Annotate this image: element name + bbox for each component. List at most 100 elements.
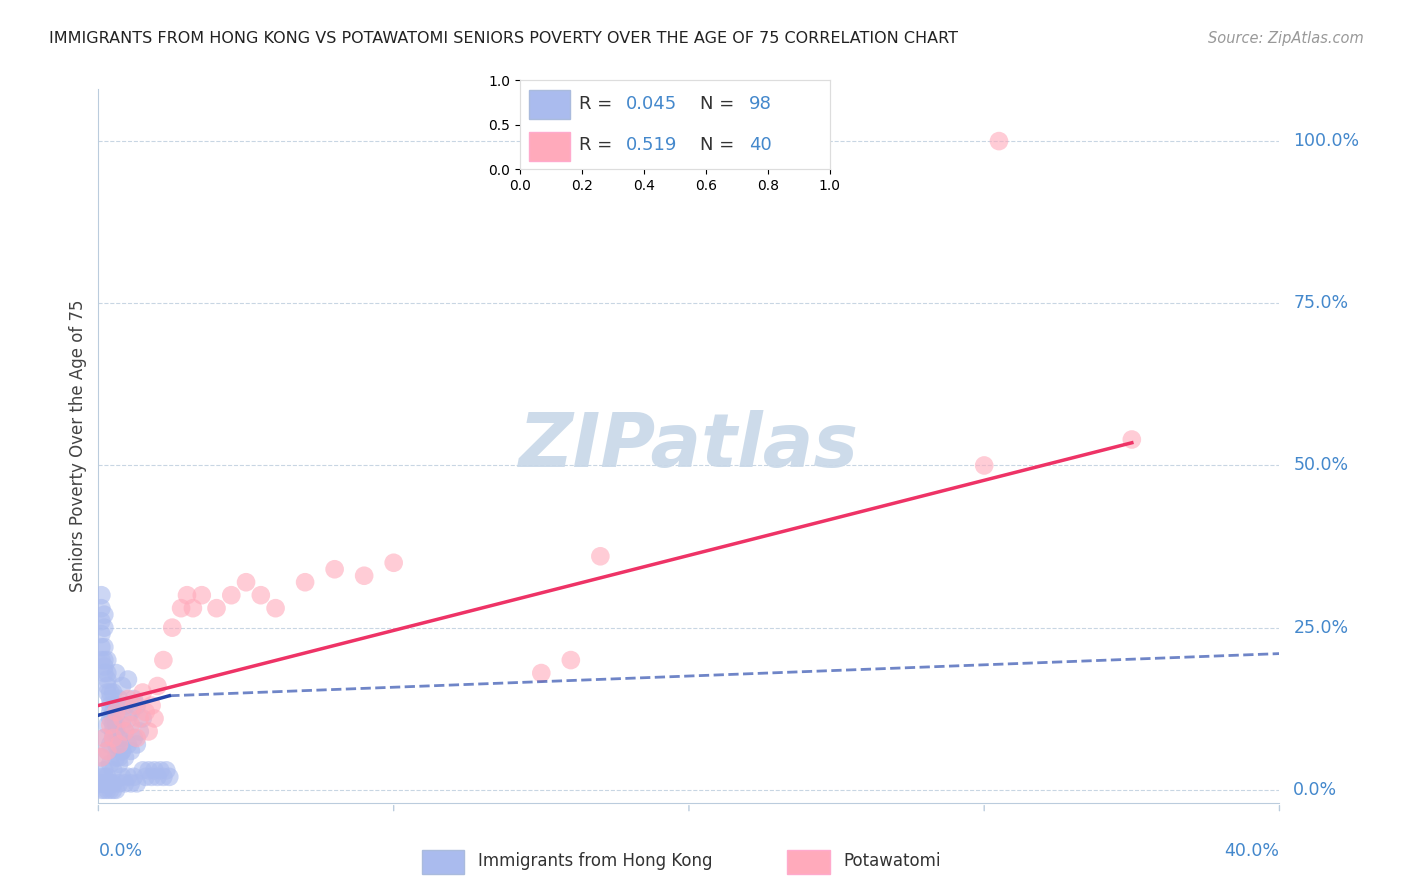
- Point: [162, 621, 183, 635]
- Point: [146, 770, 169, 784]
- Point: [170, 601, 193, 615]
- Point: [96, 679, 118, 693]
- Point: [132, 764, 155, 778]
- Point: [93, 782, 115, 797]
- Point: [98, 776, 121, 790]
- Point: [98, 685, 121, 699]
- Point: [93, 770, 115, 784]
- Point: [93, 607, 115, 622]
- Point: [93, 666, 115, 681]
- Point: [90, 750, 112, 764]
- Point: [114, 724, 136, 739]
- Point: [90, 782, 112, 797]
- Point: [125, 738, 148, 752]
- Text: Immigrants from Hong Kong: Immigrants from Hong Kong: [478, 852, 713, 870]
- Point: [96, 673, 118, 687]
- Point: [176, 588, 198, 602]
- Point: [98, 756, 121, 771]
- Point: [108, 756, 131, 771]
- Point: [108, 750, 131, 764]
- Point: [135, 770, 157, 784]
- Point: [294, 575, 316, 590]
- Text: R =: R =: [579, 136, 624, 154]
- Point: [96, 776, 118, 790]
- Point: [90, 614, 112, 628]
- Point: [143, 764, 166, 778]
- Point: [132, 685, 155, 699]
- Point: [114, 724, 136, 739]
- Text: N =: N =: [700, 136, 740, 154]
- Text: 75.0%: 75.0%: [1294, 294, 1348, 312]
- Point: [98, 738, 121, 752]
- Point: [973, 458, 995, 473]
- Point: [105, 666, 128, 681]
- Text: 0.0%: 0.0%: [1294, 780, 1337, 799]
- FancyBboxPatch shape: [530, 90, 569, 119]
- Point: [382, 556, 405, 570]
- Point: [105, 750, 128, 764]
- Point: [128, 724, 150, 739]
- FancyBboxPatch shape: [530, 132, 569, 161]
- Text: N =: N =: [700, 95, 740, 113]
- Point: [105, 724, 128, 739]
- Point: [98, 711, 121, 725]
- Point: [96, 666, 118, 681]
- Point: [103, 705, 125, 719]
- Point: [117, 770, 139, 784]
- Point: [117, 692, 139, 706]
- Point: [96, 685, 118, 699]
- Point: [105, 738, 128, 752]
- Point: [96, 770, 118, 784]
- Point: [143, 711, 166, 725]
- Point: [128, 711, 150, 725]
- Point: [149, 764, 172, 778]
- Point: [98, 698, 121, 713]
- Point: [90, 653, 112, 667]
- Point: [96, 744, 118, 758]
- Point: [111, 744, 134, 758]
- Point: [90, 776, 112, 790]
- Point: [353, 568, 375, 582]
- Point: [98, 692, 121, 706]
- Text: 25.0%: 25.0%: [1294, 619, 1348, 637]
- Point: [152, 653, 174, 667]
- Point: [90, 588, 112, 602]
- Point: [98, 782, 121, 797]
- Point: [157, 770, 180, 784]
- Point: [132, 711, 155, 725]
- Point: [205, 601, 228, 615]
- Text: ZIPatlas: ZIPatlas: [519, 409, 859, 483]
- Point: [103, 782, 125, 797]
- Point: [125, 698, 148, 713]
- Text: Source: ZipAtlas.com: Source: ZipAtlas.com: [1208, 31, 1364, 46]
- Text: 100.0%: 100.0%: [1294, 132, 1360, 150]
- Point: [589, 549, 612, 564]
- Text: R =: R =: [579, 95, 619, 113]
- Point: [152, 770, 174, 784]
- Point: [141, 770, 163, 784]
- Point: [155, 764, 177, 778]
- Point: [122, 770, 145, 784]
- Point: [114, 698, 136, 713]
- Point: [105, 718, 128, 732]
- Point: [987, 134, 1010, 148]
- Text: 0.519: 0.519: [626, 136, 676, 154]
- Point: [93, 653, 115, 667]
- Point: [93, 621, 115, 635]
- Point: [125, 731, 148, 745]
- Point: [111, 718, 134, 732]
- Point: [105, 782, 128, 797]
- Point: [181, 601, 204, 615]
- Point: [1121, 433, 1143, 447]
- Point: [93, 640, 115, 654]
- Point: [135, 705, 157, 719]
- Point: [111, 770, 134, 784]
- Point: [120, 776, 142, 790]
- Point: [90, 776, 112, 790]
- Point: [98, 718, 121, 732]
- Point: [530, 666, 553, 681]
- Text: 98: 98: [749, 95, 772, 113]
- Point: [108, 738, 131, 752]
- Point: [111, 711, 134, 725]
- Point: [103, 685, 125, 699]
